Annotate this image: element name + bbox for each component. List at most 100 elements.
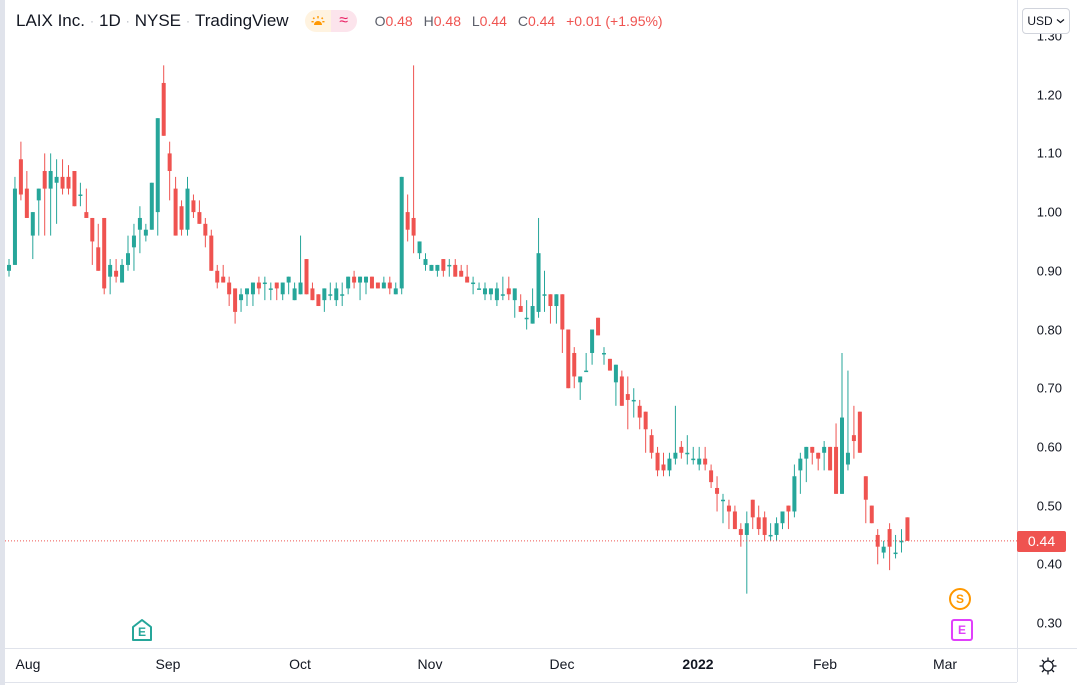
candle <box>114 259 119 283</box>
candle <box>54 159 59 224</box>
candle <box>649 429 654 459</box>
candle <box>899 529 904 553</box>
interval-label[interactable]: 1D <box>98 11 121 30</box>
candle <box>12 176 17 265</box>
candle <box>774 517 779 541</box>
candle <box>637 399 642 430</box>
candle <box>518 294 523 312</box>
candle <box>131 223 136 271</box>
separator-dot: · <box>125 14 130 28</box>
candle <box>786 505 791 530</box>
candle <box>494 282 499 307</box>
candle <box>203 217 208 248</box>
candle <box>143 223 148 242</box>
candle <box>381 276 386 289</box>
candle <box>346 276 351 295</box>
sun-icon[interactable] <box>304 10 331 32</box>
candle <box>179 200 184 236</box>
candle <box>447 259 452 277</box>
time-tick: 2022 <box>682 656 714 672</box>
currency-select-button[interactable]: USD <box>1022 8 1070 34</box>
candle <box>810 446 815 465</box>
price-tick: 0.30 <box>1036 615 1062 631</box>
candle <box>488 288 493 301</box>
candle <box>173 176 178 236</box>
candle <box>500 276 505 301</box>
gear-icon <box>1039 657 1057 674</box>
candle <box>703 446 708 471</box>
candle <box>239 288 244 312</box>
candle <box>155 118 160 236</box>
candle <box>120 259 125 283</box>
candle <box>596 317 601 336</box>
price-tick: 0.70 <box>1036 380 1062 396</box>
close-label: C <box>517 13 528 29</box>
wave-icon[interactable]: ≈ <box>330 10 357 32</box>
candle <box>845 370 850 471</box>
candle <box>191 194 196 218</box>
high-label: H <box>423 13 434 29</box>
candle <box>423 253 428 271</box>
candle <box>399 176 404 295</box>
change-value: +0.01 (+1.95%) <box>566 13 663 29</box>
candle <box>578 376 583 400</box>
candle <box>84 188 89 218</box>
candle <box>274 282 279 301</box>
candle <box>340 282 345 307</box>
candle <box>625 376 630 430</box>
candle <box>262 276 267 301</box>
candle <box>798 452 803 494</box>
candle <box>453 259 458 277</box>
earnings-marker-upcoming[interactable]: E <box>951 619 973 641</box>
candle <box>304 259 309 295</box>
candle <box>679 441 684 459</box>
time-tick: Nov <box>417 656 443 672</box>
time-tick: Sep <box>155 656 181 672</box>
earnings-marker-past[interactable]: E <box>131 618 153 642</box>
candle <box>286 276 291 295</box>
candlestick-chart-pane[interactable] <box>5 0 1017 648</box>
candle <box>851 405 856 459</box>
candle <box>744 511 749 594</box>
candle <box>316 294 321 307</box>
time-tick: Aug <box>15 656 41 672</box>
candle <box>542 270 547 312</box>
time-axis[interactable]: Aug Sep Oct Nov Dec 2022 Feb Mar <box>5 648 1017 683</box>
candle <box>512 288 517 318</box>
candle <box>256 276 261 295</box>
candle <box>584 352 589 373</box>
candle <box>732 505 737 530</box>
candle <box>7 259 11 277</box>
candle <box>328 282 333 301</box>
candle <box>857 411 862 453</box>
candle <box>411 65 416 254</box>
price-tick: 0.90 <box>1036 263 1062 279</box>
price-tick: 0.60 <box>1036 439 1062 455</box>
candle <box>197 200 202 224</box>
candle <box>441 259 446 277</box>
candle <box>619 370 624 406</box>
candle <box>709 464 714 488</box>
candle <box>893 534 898 559</box>
time-tick: Dec <box>549 656 575 672</box>
close-value: 0.44 <box>527 13 556 29</box>
data-source-label: TradingView <box>195 11 289 30</box>
candle <box>607 358 612 371</box>
candle <box>209 229 214 271</box>
candle <box>292 282 297 301</box>
chart-settings-button[interactable] <box>1017 648 1077 682</box>
candle <box>483 282 487 301</box>
time-tick: Mar <box>932 656 958 672</box>
candle <box>536 217 541 318</box>
candle <box>310 282 315 301</box>
candle <box>233 288 238 324</box>
candle <box>280 282 285 301</box>
market-status-badges[interactable]: ≈ <box>304 10 357 32</box>
candle <box>768 523 773 541</box>
earnings-letter: E <box>957 623 966 637</box>
candle <box>215 264 220 289</box>
chart-legend-header: LAIX Inc. · 1D · NYSE · TradingView ≈ O0… <box>16 8 663 34</box>
split-marker[interactable]: S <box>949 588 971 610</box>
ohlc-values: O0.48 H0.48 L0.44 C0.44 +0.01 (+1.95%) <box>375 13 663 29</box>
symbol-name[interactable]: LAIX Inc. <box>16 11 85 30</box>
